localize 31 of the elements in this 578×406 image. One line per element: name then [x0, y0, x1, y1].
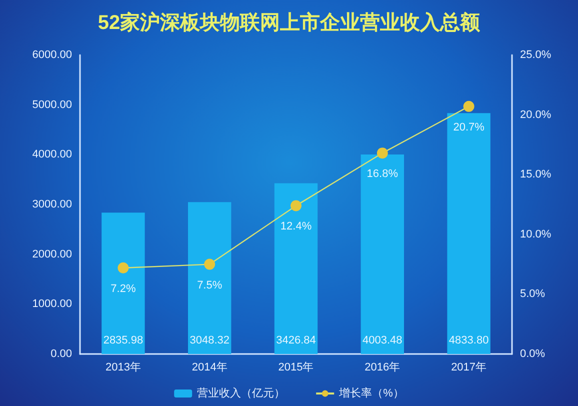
x-tick-label: 2015年 [278, 362, 314, 374]
y-tick-label: 3000.00 [32, 198, 72, 210]
data-label: 7.2% [110, 282, 136, 295]
y2-tick-label: 25.0% [520, 49, 552, 61]
y-tick-label: 4000.00 [32, 148, 72, 161]
x-tick-label: 2013年 [105, 362, 141, 374]
y-tick-label: 0.00 [50, 348, 72, 360]
y2-tick-label: 15.0% [520, 168, 552, 181]
data-label: 12.4% [280, 220, 312, 233]
data-label: 20.7% [453, 121, 485, 134]
y2-tick-label: 0.0% [520, 348, 546, 360]
data-label: 16.8% [366, 168, 398, 180]
y-tick-label: 1000.00 [32, 298, 72, 310]
data-label: 4833.80 [448, 334, 489, 346]
y2-tick-label: 20.0% [520, 108, 552, 121]
data-label: 7.5% [197, 279, 222, 292]
y2-tick-label: 10.0% [520, 228, 552, 240]
x-tick-label: 2014年 [192, 362, 228, 374]
data-label: 4003.48 [362, 334, 402, 346]
y-tick-label: 2000.00 [32, 248, 72, 260]
y-tick-label: 6000.00 [32, 49, 72, 61]
legend-label: 营业收入（亿元） [197, 386, 286, 400]
data-label: 3426.84 [276, 334, 316, 346]
chart-title: 52家沪深板块物联网上市企业营业收入总额 [98, 11, 482, 34]
x-tick-label: 2016年 [364, 362, 400, 374]
data-label: 2835.98 [103, 334, 144, 346]
y-tick-label: 5000.00 [32, 98, 72, 111]
legend-label: 增长率（%） [338, 386, 404, 400]
x-tick-label: 2017年 [451, 362, 487, 374]
y2-tick-label: 5.0% [520, 288, 546, 300]
data-label: 3048.32 [190, 334, 230, 346]
